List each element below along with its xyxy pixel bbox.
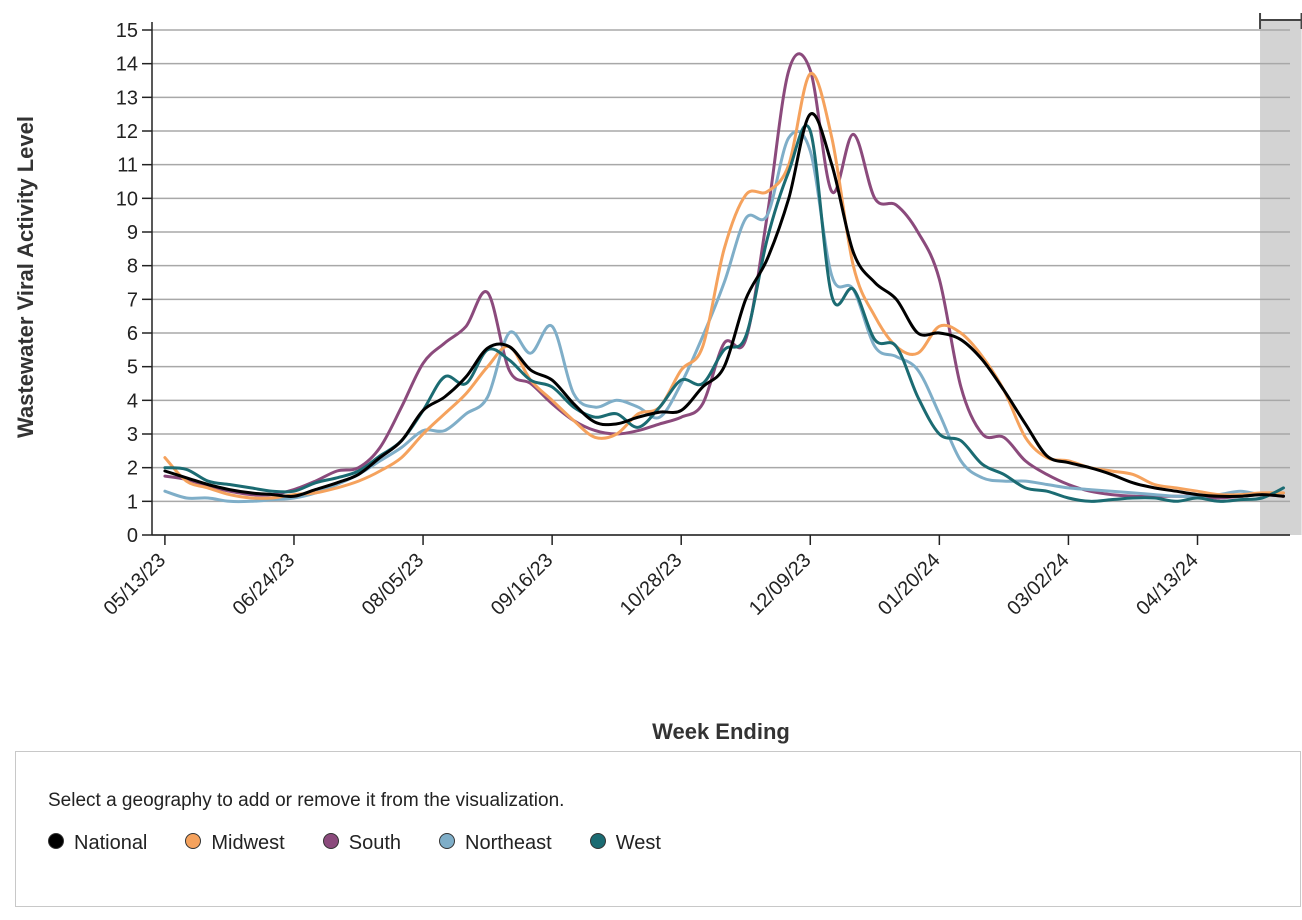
y-tick-label: 9: [127, 222, 138, 244]
legend-label: National: [74, 832, 148, 854]
y-tick-label: 7: [127, 289, 138, 311]
x-axis-title: Week Ending: [652, 719, 790, 744]
y-axis-title: Wastewater Viral Activity Level: [13, 116, 38, 438]
legend-swatch-national: [48, 832, 64, 849]
x-tick-label: 04/13/24: [1132, 549, 1203, 620]
y-tick-label: 11: [117, 155, 138, 177]
legend-swatch-west: [589, 832, 606, 849]
legend-item-midwest[interactable]: Midwest: [185, 832, 285, 855]
x-tick-label: 10/28/23: [616, 549, 687, 620]
legend-label: South: [348, 832, 402, 854]
y-tick-label: 2: [127, 458, 138, 480]
series-line-south: [163, 52, 1285, 500]
y-tick-label: 6: [127, 323, 138, 345]
y-tick-label: 0: [127, 525, 138, 547]
legend-swatch-south: [322, 832, 339, 849]
x-tick-label: 08/05/23: [358, 549, 429, 620]
x-tick-label: 05/13/23: [100, 549, 171, 620]
y-tick-label: 1: [127, 491, 138, 513]
y-gridlines: [152, 29, 1290, 536]
x-tick-label: 12/09/23: [745, 549, 816, 620]
series-line-west: [163, 123, 1285, 503]
legend-items: National Midwest South Northeast West: [48, 832, 661, 855]
y-tick-label: 10: [116, 188, 138, 210]
legend-label: Midwest: [211, 832, 285, 854]
series-line-northeast: [163, 129, 1285, 504]
legend-item-national[interactable]: National: [48, 832, 147, 855]
y-tick-label: 4: [127, 390, 138, 412]
y-tick-label: 14: [116, 54, 138, 76]
legend-item-south[interactable]: South: [322, 832, 402, 855]
y-tick-label: 3: [127, 424, 138, 446]
x-tick-label: 03/02/24: [1003, 549, 1074, 620]
y-tick-label: 12: [116, 121, 138, 143]
legend-label: Northeast: [465, 832, 552, 854]
x-tick-label: 01/20/24: [874, 549, 945, 620]
series-lines: [163, 52, 1285, 504]
legend-item-northeast[interactable]: Northeast: [439, 832, 552, 855]
y-tick-label: 15: [116, 20, 138, 42]
legend-item-west[interactable]: West: [589, 832, 661, 855]
y-tick-label: 13: [116, 87, 138, 109]
x-tick-label: 06/24/23: [229, 549, 300, 620]
x-tick-label: 09/16/23: [487, 549, 558, 620]
y-tick-label: 8: [127, 256, 138, 278]
legend-swatch-northeast: [439, 832, 456, 849]
legend-label: West: [615, 832, 661, 854]
series-line-national: [163, 112, 1285, 499]
legend-swatch-midwest: [185, 832, 202, 849]
provisional-shade: [1260, 20, 1302, 535]
legend-panel: Select a geography to add or remove it f…: [15, 751, 1301, 907]
provisional-data-region: [1259, 13, 1302, 535]
legend-instruction: Select a geography to add or remove it f…: [48, 790, 565, 811]
y-tick-label: 5: [127, 357, 138, 379]
